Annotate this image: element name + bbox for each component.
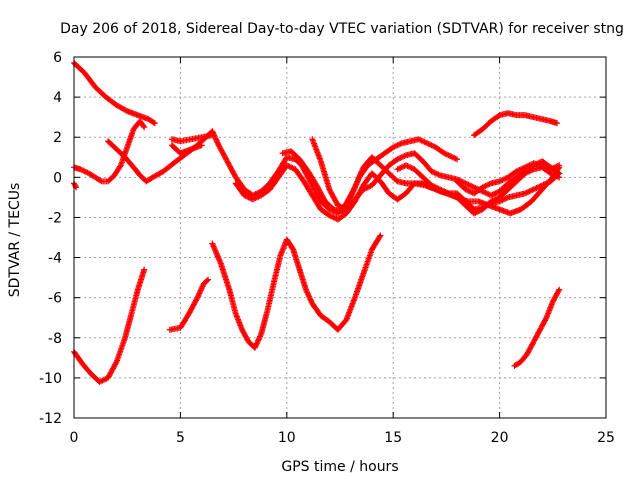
x-tick-label: 15: [384, 430, 402, 446]
series-arc5-points: [168, 132, 216, 145]
chart-title: Day 206 of 2018, Sidereal Day-to-day VTE…: [60, 21, 624, 37]
series-arc3-points: [71, 180, 80, 191]
y-tick-label: -6: [48, 291, 62, 307]
y-tick-labels: -12 -10 -8 -6 -4 -2 0 2 4 6: [39, 50, 62, 427]
series-arc15-points: [209, 232, 384, 351]
y-tick-label: -4: [48, 251, 62, 267]
series-arc13-points: [71, 266, 148, 385]
series-arc1: [71, 60, 158, 127]
y-tick-label: 6: [53, 50, 62, 66]
series-arc8-points: [279, 136, 461, 215]
x-tick-label: 5: [176, 430, 185, 446]
y-tick-label: -10: [39, 371, 62, 387]
series-arc11-points: [454, 160, 563, 197]
series-arc12-points: [471, 110, 561, 139]
x-tick-labels: 0 5 10 15 20 25: [70, 430, 615, 446]
series-arc9: [309, 136, 563, 213]
series-arc14: [166, 276, 212, 333]
series-arc1-points: [71, 60, 158, 127]
x-tick-label: 25: [597, 430, 615, 446]
y-tick-label: 2: [53, 130, 62, 146]
x-tick-label: 0: [70, 430, 79, 446]
y-tick-label: 4: [53, 90, 62, 106]
y-axis-label: SDTVAR / TECUs: [7, 183, 23, 298]
series-arc6: [168, 142, 205, 157]
series-arc16-points: [511, 286, 563, 369]
series-arc6-points: [168, 142, 205, 157]
data-marks: [71, 60, 563, 385]
plot-frame: [73, 56, 607, 419]
series-arc11: [454, 160, 563, 197]
x-tick-label: 20: [491, 430, 509, 446]
tick-marks: [73, 56, 607, 419]
series-arc16: [511, 286, 563, 369]
series-arc9-points: [309, 136, 563, 213]
series-arc12: [471, 110, 561, 139]
x-axis-label: GPS time / hours: [281, 459, 398, 475]
series-arc13: [71, 266, 148, 385]
series-arc8: [279, 136, 461, 215]
series-arc10-points: [394, 162, 563, 213]
series-arc5: [168, 132, 216, 145]
grid: [74, 57, 606, 418]
series-arc14-points: [166, 276, 212, 333]
series-arc3: [71, 180, 80, 191]
series-arc2: [71, 118, 148, 185]
series-arc10: [394, 162, 563, 213]
series-arc2-points: [71, 118, 148, 185]
y-tick-label: -12: [39, 411, 62, 427]
y-tick-label: -8: [48, 331, 62, 347]
y-tick-label: -2: [48, 210, 62, 226]
x-tick-label: 10: [278, 430, 296, 446]
y-tick-label: 0: [53, 170, 62, 186]
series-arc15: [209, 232, 384, 351]
